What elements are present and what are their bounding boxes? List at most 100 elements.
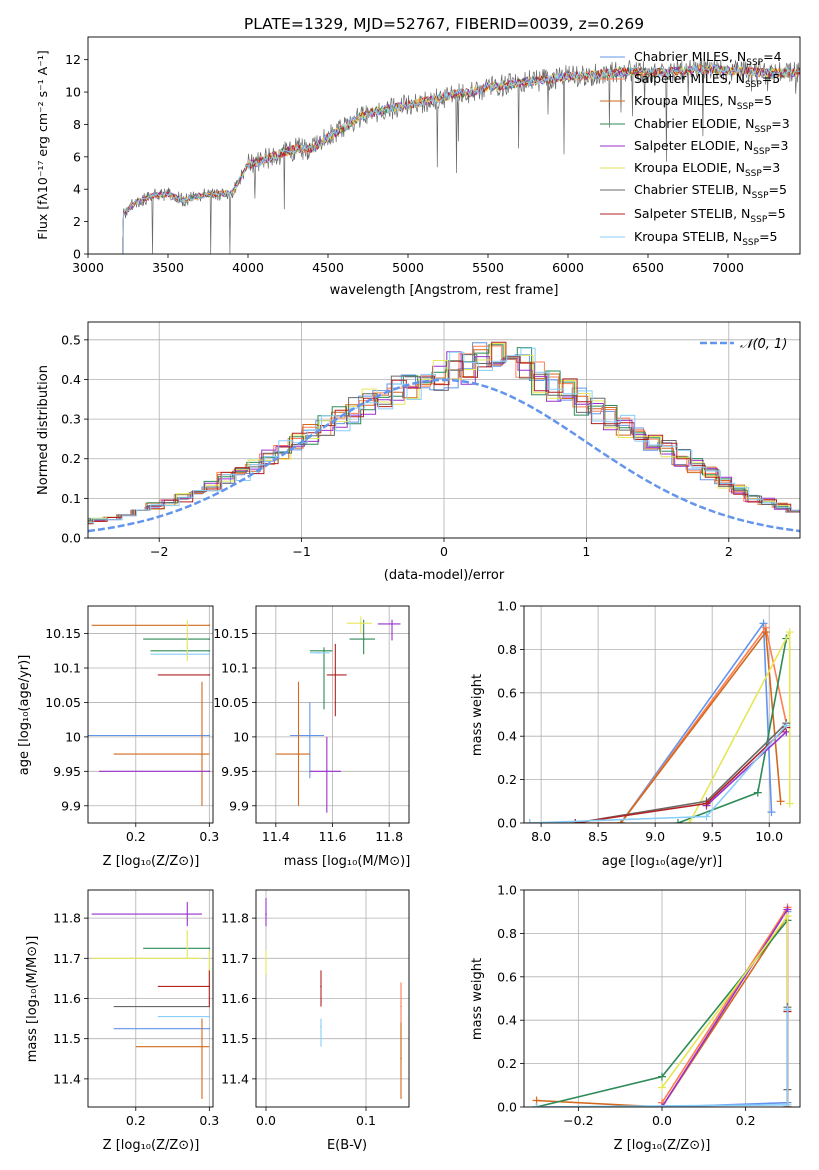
mass-ebv-x-label: E(B-V) [327, 1138, 367, 1153]
x-tick-label: 0.0 [256, 1113, 276, 1128]
massweight-vs-metallicity-panel: −0.2 0.0 0.2 0.0 0.2 0.4 0.6 0.8 1.0 [497, 883, 801, 1128]
point-marker [208, 734, 211, 737]
data-point [265, 898, 267, 927]
axes-frame [87, 605, 214, 824]
x-tick-label: 0.2 [126, 1113, 146, 1128]
point-marker [208, 985, 211, 988]
y-tick-label: 2 [73, 214, 81, 229]
legend-entry: Salpeter STELIB, NSSP=5 [600, 206, 786, 225]
plus-marker [525, 819, 534, 823]
x-tick-label: 11.4 [262, 829, 290, 844]
data-point [346, 616, 373, 634]
data-point [326, 643, 347, 717]
hist-series-3 [88, 344, 800, 524]
residual-histogram-panel: −2 −1 0 1 2 0.0 0.1 0.2 0.3 0.4 0.5 [61, 321, 801, 559]
y-tick-label: 0.3 [61, 412, 81, 427]
plot-area [524, 606, 800, 823]
plus-marker [783, 1100, 792, 1107]
plus-marker [702, 812, 711, 821]
legend-label: Chabrier MILES, NSSP=4 [634, 49, 782, 68]
point-marker [201, 1045, 203, 1048]
y-tick-label: 0 [73, 247, 81, 262]
mass-vs-ebv-panel: 0.0 0.1 11.4 11.5 11.6 11.7 11.8 [221, 889, 410, 1128]
plus-marker [658, 1103, 666, 1107]
mass-z-x-label: Z [log₁₀(Z/Z⊙)] [103, 1138, 200, 1153]
x-tick-label: 5500 [472, 260, 504, 275]
legend-label: Chabrier ELODIE, NSSP=3 [634, 116, 790, 135]
x-tick-label: 0.3 [199, 1113, 219, 1128]
plus-marker [783, 1005, 792, 1014]
data-point [320, 970, 322, 1007]
mass-vs-metallicity-panel: 0.2 0.3 11.4 11.5 11.6 11.7 11.8 [53, 889, 219, 1128]
point-marker [400, 1005, 402, 1008]
y-tick-label: 0.0 [61, 531, 81, 546]
plus-marker [783, 912, 792, 921]
x-tick-label: 7000 [712, 260, 744, 275]
point-marker [391, 623, 393, 625]
hist-y-label: Normed distribution [36, 365, 51, 495]
legend-label: Kroupa MILES, NSSP=5 [634, 93, 772, 112]
y-tick-label: 0.6 [497, 969, 517, 984]
y-tick-label: 11.6 [53, 991, 81, 1006]
x-tick-label: 4500 [312, 260, 344, 275]
plus-marker [776, 797, 785, 806]
axes-frame [87, 321, 801, 539]
axes-frame [523, 605, 801, 824]
legend-entry: Chabrier ELODIE, NSSP=3 [600, 116, 790, 135]
x-tick-label: 0.2 [126, 829, 146, 844]
hist-series-1 [88, 345, 800, 523]
spectrum-x-label: wavelength [Angstrom, rest frame] [330, 283, 559, 298]
hist-series-5 [88, 343, 800, 523]
spectrum-panel: 3000 3500 4000 4500 5000 5500 6000 6500 7000 0 2 4 6… [65, 36, 801, 275]
plus-marker [782, 721, 791, 730]
data-point [290, 702, 324, 779]
y-tick-label: 10.15 [45, 626, 81, 641]
plus-marker [673, 819, 682, 823]
x-tick-label: 4000 [232, 260, 264, 275]
data-point [99, 770, 211, 773]
x-tick-label: −0.2 [563, 1113, 593, 1128]
point-marker [334, 674, 337, 676]
y-tick-label: 11.4 [53, 1071, 81, 1086]
data-point [135, 1018, 210, 1099]
data-point [113, 1005, 211, 1008]
data-point [309, 647, 333, 710]
y-tick-label: 10.1 [53, 661, 81, 676]
y-tick-label: 10.1 [221, 661, 249, 676]
point-marker [208, 957, 211, 960]
legend-label: Kroupa STELIB, NSSP=5 [634, 229, 778, 248]
normal-curve [88, 378, 800, 533]
plot-area [88, 890, 213, 1107]
data-point [113, 681, 210, 806]
data-point [400, 1022, 402, 1099]
y-tick-label: 10.15 [213, 626, 249, 641]
plus-marker [685, 819, 694, 823]
axes-frame [255, 889, 410, 1108]
data-point [186, 619, 189, 662]
y-tick-label: 6 [73, 149, 81, 164]
y-tick-label: 0.2 [61, 451, 81, 466]
data-point [88, 734, 211, 737]
x-tick-label: 0.0 [652, 1113, 672, 1128]
data-point [309, 652, 330, 654]
point-marker [208, 624, 211, 627]
point-marker [317, 652, 320, 654]
data-point [320, 1018, 322, 1047]
y-tick-label: 11.7 [221, 951, 249, 966]
x-tick-label: 0 [440, 544, 448, 559]
y-tick-label: 0.8 [497, 926, 517, 941]
legend-label: 𝒩(0, 1) [740, 337, 787, 352]
y-tick-label: 12 [65, 52, 81, 67]
data-point [186, 930, 189, 959]
data-point [91, 950, 211, 979]
x-tick-label: 3000 [72, 260, 104, 275]
plot-area [524, 890, 800, 1107]
x-tick-label: 3500 [152, 260, 184, 275]
age-vs-metallicity-panel: 0.2 0.3 9.9 9.95 10 10.05 10.1 10.15 [45, 605, 219, 844]
hist-series-6 [88, 354, 800, 522]
point-marker [208, 638, 211, 640]
y-tick-label: 11.5 [221, 1031, 249, 1046]
mass-weight-line-2 [620, 629, 782, 823]
mw-z-x-label: Z [log₁₀(Z/Z⊙)] [614, 1138, 711, 1153]
plus-marker [532, 1103, 541, 1107]
